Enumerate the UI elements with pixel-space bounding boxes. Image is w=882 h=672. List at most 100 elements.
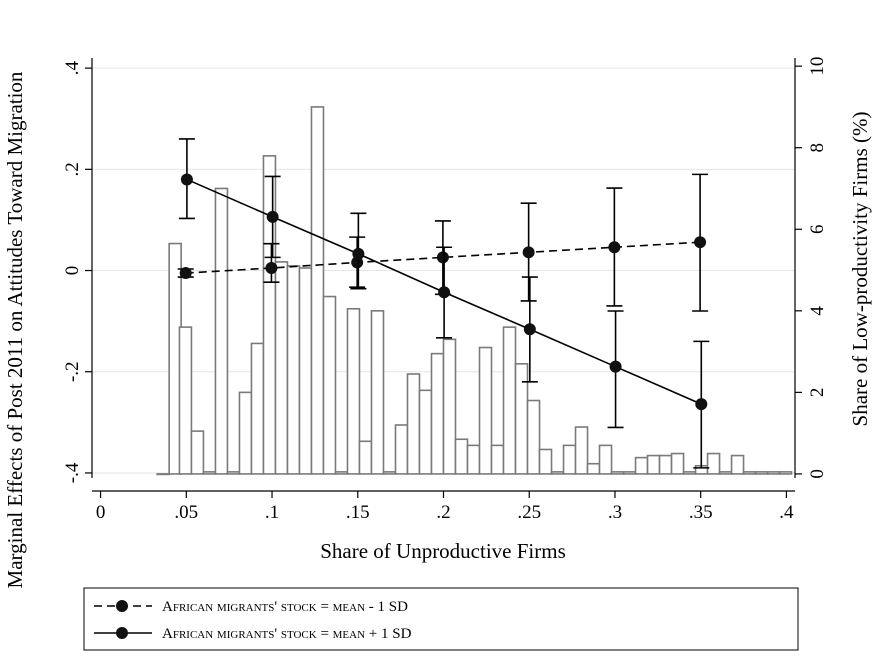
histogram-bar — [730, 454, 745, 475]
x-tick-label: .2 — [436, 502, 450, 523]
data-point — [266, 210, 279, 223]
data-point — [695, 398, 708, 411]
histogram-bar — [454, 438, 469, 475]
legend-label-high: African migrants' stock = mean + 1 SD — [162, 626, 412, 642]
histogram-bar — [226, 471, 241, 475]
series — [177, 138, 710, 469]
data-point — [179, 267, 192, 280]
legend: African migrants' stock = mean - 1 SD Af… — [83, 587, 799, 651]
y-right-tick-label: 6 — [807, 225, 828, 235]
histogram-bar — [634, 456, 649, 475]
histogram-bar — [466, 444, 481, 475]
histogram-bar — [406, 373, 421, 475]
series-mean-minus-1sd — [177, 173, 709, 312]
x-tick-label: .4 — [779, 502, 794, 523]
series-mean-plus-1sd — [178, 138, 710, 469]
y-left-tick-label: .4 — [62, 60, 83, 75]
histogram-bar — [358, 440, 373, 475]
y-right-tick-label: 4 — [807, 306, 828, 316]
histogram-bar — [754, 471, 769, 475]
histogram-bar — [610, 471, 625, 475]
histogram-bar — [478, 346, 493, 475]
x-tick-label: .05 — [174, 502, 198, 523]
histogram-bars — [156, 106, 793, 476]
x-tick-label: .3 — [608, 502, 622, 523]
histogram-bar — [442, 338, 457, 475]
histogram-bar — [178, 326, 193, 475]
x-tick-label: .35 — [689, 502, 713, 523]
histogram-bar — [250, 342, 265, 475]
histogram-bar — [274, 261, 289, 475]
histogram-bar — [202, 471, 217, 475]
histogram-bar — [670, 452, 685, 475]
y-left-tick-label: .2 — [62, 162, 83, 176]
legend-marker-low — [116, 600, 128, 612]
data-point — [180, 173, 193, 186]
y-left-tick-label: -.4 — [62, 462, 83, 483]
y-right-axis-title: Share of Low-productivity Firms (%) — [848, 112, 872, 427]
histogram-bar — [394, 424, 409, 475]
y-right-tick-label: 0 — [807, 469, 828, 479]
data-point — [265, 262, 278, 274]
histogram-bar — [682, 471, 697, 475]
y-right-tick-label: 10 — [807, 57, 828, 76]
data-point — [694, 236, 707, 249]
legend-entry-high: African migrants' stock = mean + 1 SD — [94, 626, 412, 642]
x-tick-label: .25 — [517, 502, 541, 523]
histogram-bar — [418, 389, 433, 475]
y-left-axis-title: Marginal Effects of Post 2011 on Attitud… — [3, 71, 27, 588]
legend-entry-low: African migrants' stock = mean - 1 SD — [94, 599, 408, 615]
data-point — [608, 241, 621, 254]
histogram-bar — [502, 326, 517, 475]
histogram-bar — [238, 391, 253, 475]
histogram-bar — [646, 454, 661, 475]
histogram-bar — [156, 473, 170, 476]
data-point — [609, 360, 622, 373]
histogram-bar — [658, 454, 673, 475]
x-tick-label: .15 — [346, 502, 370, 523]
histogram-bar — [586, 462, 601, 475]
histogram-bar — [214, 187, 229, 475]
histogram-bar — [514, 363, 529, 475]
histogram-bar — [430, 352, 445, 475]
data-point — [523, 323, 536, 336]
axes: 0 .05 .1 .15 .2 .25 .3 .35 .4 -.4 -.2 0 .2 .4 0 2 4 6 8 10 — [62, 57, 828, 523]
histogram-bar — [526, 399, 541, 475]
y-right-tick-label: 8 — [807, 143, 828, 153]
data-point — [438, 286, 451, 299]
histogram-bar — [382, 471, 397, 475]
histogram-bar — [574, 426, 589, 475]
legend-box — [83, 587, 799, 651]
histogram-bar — [190, 430, 205, 475]
y-left-tick-label: 0 — [62, 266, 83, 276]
histogram-bar — [742, 471, 757, 475]
histogram-bar — [262, 155, 277, 475]
histogram-bar — [622, 471, 637, 475]
histogram-bar — [490, 444, 505, 475]
histogram-bar — [598, 444, 613, 475]
histogram-bar — [298, 267, 313, 475]
x-axis-title: Share of Unproductive Firms — [320, 539, 566, 563]
histogram-bar — [550, 471, 565, 475]
data-point — [352, 247, 365, 260]
histogram-bar — [370, 310, 385, 475]
histogram-bar — [538, 448, 553, 475]
histogram-bar — [778, 471, 793, 475]
histogram-bar — [346, 307, 361, 475]
histogram-bar — [718, 471, 733, 475]
y-right-tick-label: 2 — [807, 388, 828, 398]
histogram-bar — [562, 444, 577, 475]
histogram-bar — [766, 471, 781, 475]
legend-marker-high — [116, 627, 128, 639]
y-left-tick-label: -.2 — [62, 361, 83, 382]
histogram-bar — [286, 265, 301, 475]
x-tick-label: 0 — [96, 502, 106, 523]
data-point — [522, 246, 535, 259]
data-point — [436, 251, 449, 264]
histogram-bar — [706, 452, 721, 475]
x-tick-label: .1 — [265, 502, 279, 523]
legend-label-low: African migrants' stock = mean - 1 SD — [162, 599, 408, 615]
histogram-bar — [322, 295, 337, 475]
histogram-bar — [310, 106, 325, 475]
